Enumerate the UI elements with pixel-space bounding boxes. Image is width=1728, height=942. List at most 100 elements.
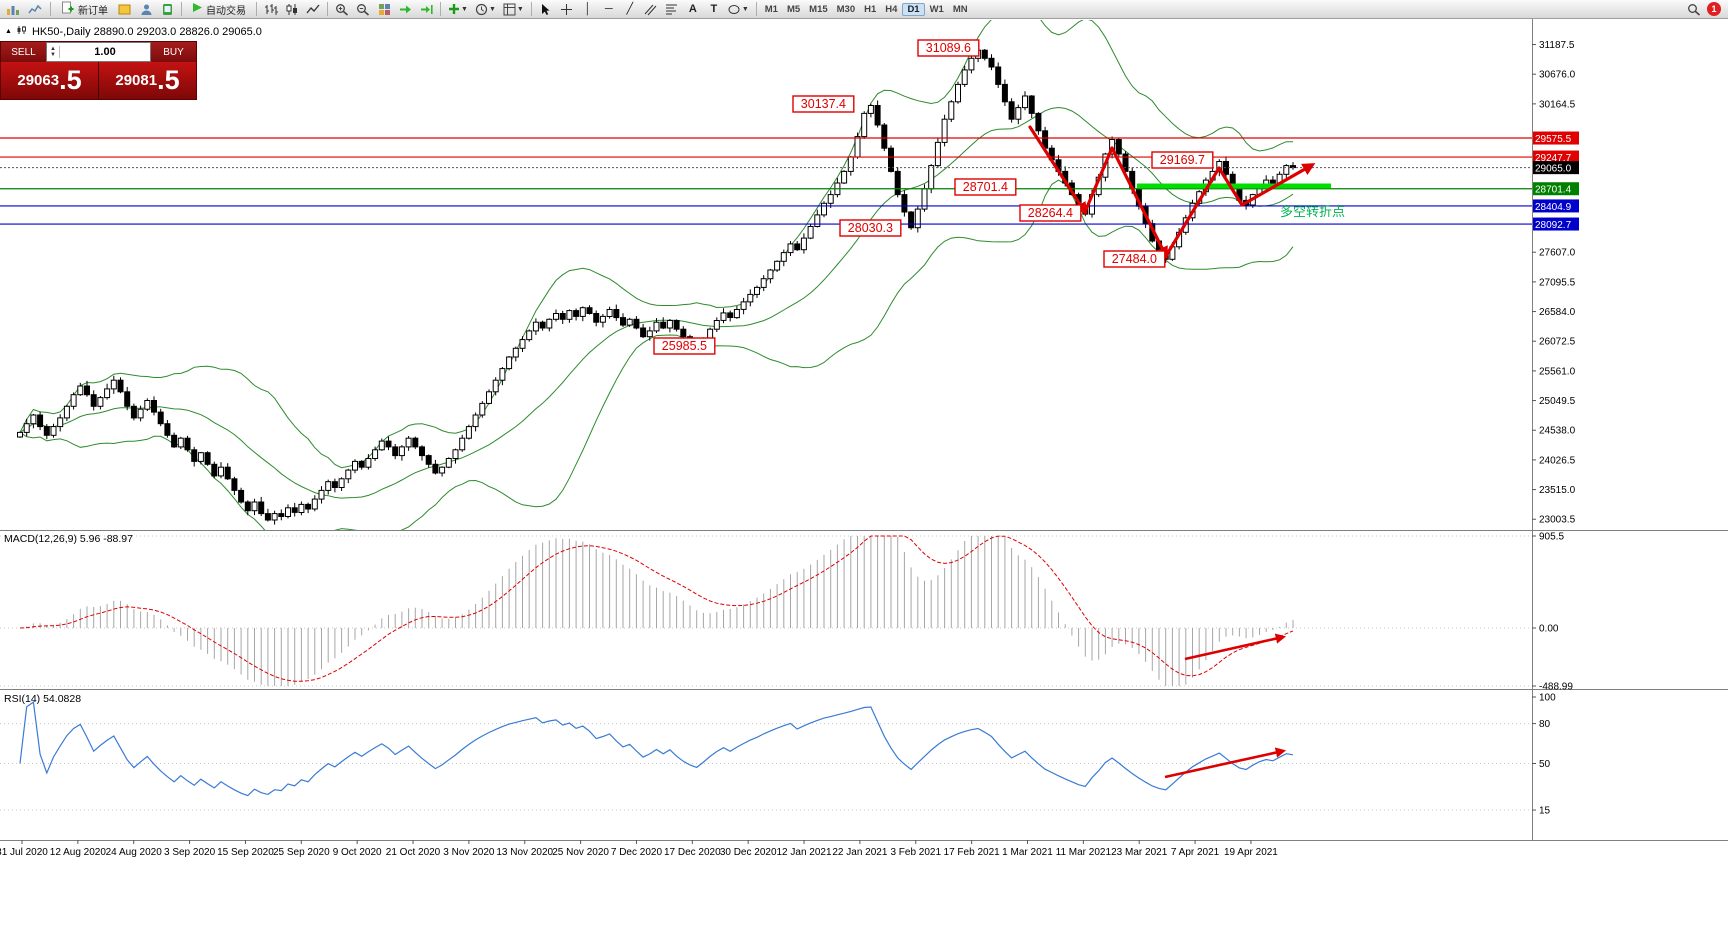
tf-m5[interactable]: M5: [786, 3, 801, 15]
svg-text:28701.4: 28701.4: [1535, 185, 1572, 196]
channel-tool-icon[interactable]: [641, 1, 661, 17]
svg-text:27607.0: 27607.0: [1539, 248, 1576, 259]
tf-m15[interactable]: M15: [809, 3, 828, 15]
auto-trading-button[interactable]: 自动交易: [186, 1, 252, 17]
pivot-point-label[interactable]: 多空转折点: [1280, 204, 1345, 219]
svg-text:-488.99: -488.99: [1539, 682, 1573, 693]
svg-text:28092.7: 28092.7: [1535, 220, 1572, 231]
volume-value[interactable]: 1.00: [94, 46, 116, 58]
volume-stepper[interactable]: ▲ ▼ 1.00: [46, 42, 151, 62]
price-axis[interactable]: 31187.5 30676.0 30164.5 27607.0 27095.5 26584…: [1532, 40, 1576, 526]
svg-text:25 Sep 2020: 25 Sep 2020: [273, 847, 330, 858]
ohlc-bars-icon[interactable]: [261, 1, 281, 17]
macd-trend-arrow[interactable]: [1184, 633, 1287, 661]
new-order-button[interactable]: 新订单: [55, 1, 114, 17]
text-label-tool-icon[interactable]: T: [710, 3, 718, 15]
sell-button[interactable]: SELL: [1, 42, 46, 62]
tf-mn[interactable]: MN: [952, 3, 968, 15]
svg-text:7 Dec 2020: 7 Dec 2020: [611, 847, 663, 858]
svg-text:11 Mar 2021: 11 Mar 2021: [1056, 847, 1112, 858]
svg-text:19 Apr 2021: 19 Apr 2021: [1224, 847, 1278, 858]
templates-button[interactable]: ▼: [500, 1, 527, 17]
new-order-label: 新订单: [78, 5, 108, 17]
shapes-tool-button[interactable]: ▼: [725, 1, 752, 17]
svg-text:27095.5: 27095.5: [1539, 277, 1576, 288]
zoom-out-icon[interactable]: [353, 1, 373, 17]
metaeditor-icon[interactable]: [115, 1, 135, 17]
buy-button[interactable]: BUY: [151, 42, 196, 62]
candlestick-chart-icon[interactable]: [282, 1, 302, 17]
mini-chart-icon: [16, 25, 28, 38]
market-watch-icon[interactable]: [136, 1, 156, 17]
toolbar-separator: [327, 2, 328, 16]
svg-text:28030.3: 28030.3: [848, 221, 893, 235]
tf-h4[interactable]: H4: [885, 3, 898, 15]
svg-text:17 Feb 2021: 17 Feb 2021: [944, 847, 1001, 858]
vertical-line-tool-icon[interactable]: │: [584, 2, 592, 15]
price-callouts[interactable]: 31089.6 30137.4 29169.7 28701.4 28264.4 28030…: [653, 39, 1214, 355]
chevron-down-icon: ▼: [488, 5, 496, 13]
svg-text:3 Feb 2021: 3 Feb 2021: [890, 847, 941, 858]
tf-h1[interactable]: H1: [864, 3, 877, 15]
svg-text:1 Mar 2021: 1 Mar 2021: [1002, 847, 1053, 858]
search-icon[interactable]: [1684, 1, 1704, 17]
svg-text:29247.7: 29247.7: [1535, 153, 1572, 164]
svg-text:30676.0: 30676.0: [1539, 70, 1576, 81]
svg-text:12 Aug 2020: 12 Aug 2020: [50, 847, 107, 858]
collapse-triangle-icon[interactable]: ▲: [5, 28, 12, 35]
tf-m30[interactable]: M30: [836, 3, 856, 15]
time-axis[interactable]: 31 Jul 2020 12 Aug 2020 24 Aug 2020 3 Sep 2…: [0, 840, 1278, 858]
candles: [17, 45, 1296, 525]
tf-d1[interactable]: D1: [902, 2, 925, 16]
svg-text:7 Apr 2021: 7 Apr 2021: [1171, 847, 1220, 858]
rsi-pane: 100 80 50 15: [0, 693, 1556, 817]
chevron-down-icon: ▼: [741, 5, 749, 13]
cursor-icon[interactable]: [536, 1, 556, 17]
line-chart-icon[interactable]: [303, 1, 323, 17]
charts-bar-icon[interactable]: [3, 1, 24, 17]
svg-text:25049.5: 25049.5: [1539, 396, 1576, 407]
text-tool-icon[interactable]: A: [688, 3, 697, 15]
indicators-button[interactable]: ▼: [445, 1, 471, 17]
fibonacci-tool-icon[interactable]: [662, 1, 682, 17]
svg-text:31089.6: 31089.6: [926, 41, 971, 55]
buy-price-frac: .5: [157, 65, 180, 95]
symbol-ohlc-line: ▲ HK50-,Daily 28890.0 29203.0 28826.0 29…: [5, 25, 262, 38]
notification-badge[interactable]: 1: [1707, 2, 1721, 16]
tf-m1[interactable]: M1: [764, 3, 778, 15]
tile-windows-icon[interactable]: [374, 1, 394, 17]
svg-text:50: 50: [1539, 759, 1551, 770]
toolbar-separator: [530, 2, 532, 16]
zoom-in-icon[interactable]: [332, 1, 352, 17]
chevron-down-icon: ▼: [461, 5, 468, 13]
tf-w1[interactable]: W1: [929, 3, 944, 15]
trendline-tool-icon[interactable]: ╱: [626, 2, 634, 15]
svg-text:28264.4: 28264.4: [1028, 206, 1073, 220]
terminal-icon[interactable]: [157, 1, 177, 17]
toolbar-separator: [440, 2, 441, 16]
tick-chart-icon[interactable]: [25, 1, 46, 17]
volume-spinner[interactable]: ▲ ▼: [47, 46, 60, 58]
sell-price-display[interactable]: 29063.5: [1, 62, 98, 99]
rsi-trend-arrow[interactable]: [1164, 747, 1287, 779]
periods-button[interactable]: ▼: [472, 1, 499, 17]
svg-text:80: 80: [1539, 719, 1551, 730]
svg-text:29169.7: 29169.7: [1160, 153, 1205, 167]
svg-text:27484.0: 27484.0: [1112, 252, 1157, 266]
horizontal-line-tool-icon[interactable]: ─: [604, 2, 613, 15]
svg-text:100: 100: [1539, 693, 1556, 704]
svg-text:24 Aug 2020: 24 Aug 2020: [106, 847, 163, 858]
chart-shift-icon[interactable]: [416, 1, 436, 17]
trend-arrows[interactable]: [1028, 125, 1316, 260]
rsi-label: RSI(14) 54.0828: [4, 693, 82, 705]
crosshair-icon[interactable]: [557, 1, 577, 17]
buy-price-main: 29081: [115, 72, 158, 89]
auto-scroll-icon[interactable]: [395, 1, 415, 17]
buy-price-display[interactable]: 29081.5: [99, 62, 196, 99]
toolbar: 新订单 自动交易 ▼ ▼ ▼ │ ─ ╱ A T ▼ M1 M5 M15 M30…: [0, 0, 1728, 19]
svg-text:31187.5: 31187.5: [1539, 40, 1575, 51]
chevron-down-icon: ▼: [516, 5, 524, 13]
auto-trading-icon: [192, 2, 203, 16]
